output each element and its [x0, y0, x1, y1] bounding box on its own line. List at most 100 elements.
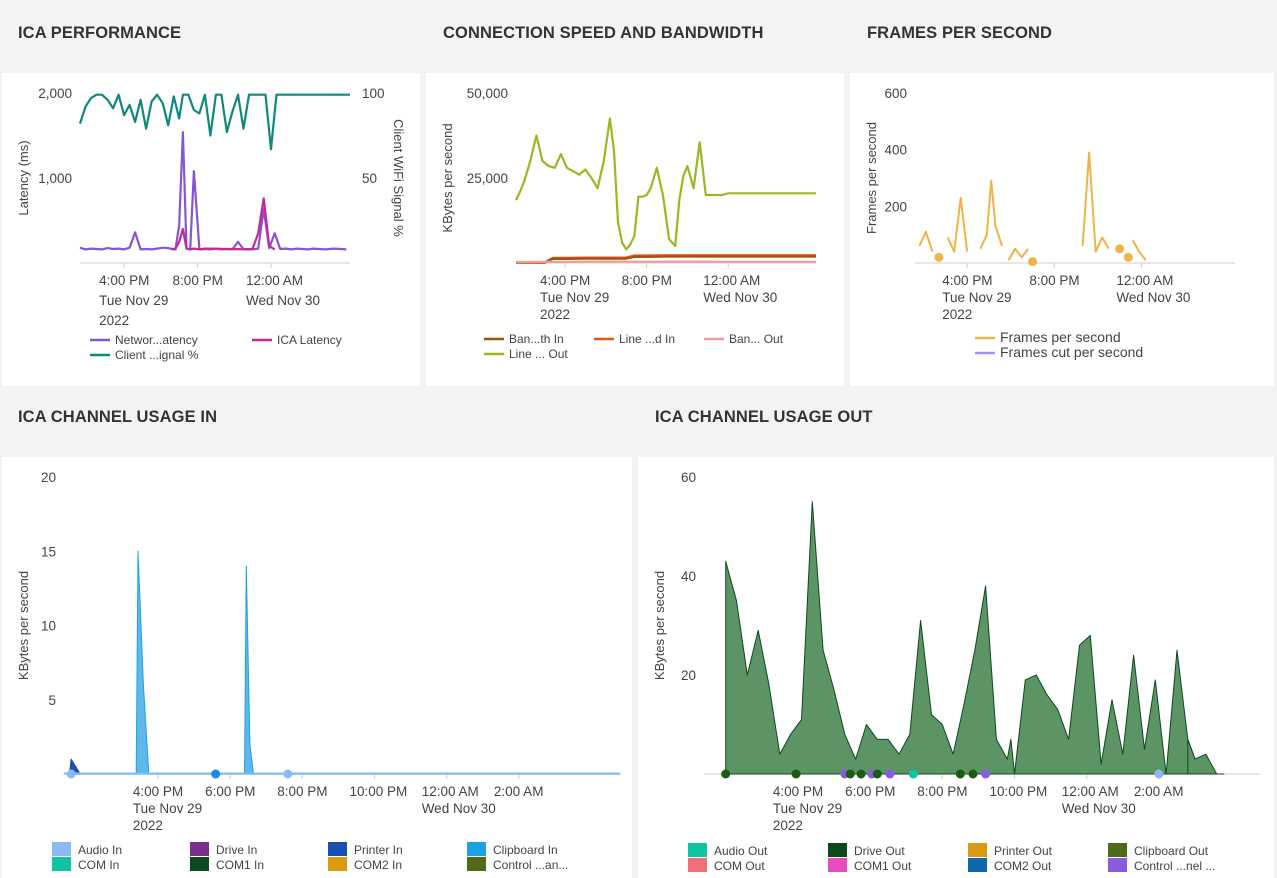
legend-item-frames-cut-per-second: Frames cut per second: [975, 344, 1143, 360]
data-point: [66, 769, 76, 779]
panel-title-connection-speed: CONNECTION SPEED AND BANDWIDTH: [443, 24, 764, 42]
panel-title-channel-in: ICA CHANNEL USAGE IN: [18, 408, 218, 426]
legend-label: Clipboard Out: [1134, 844, 1209, 858]
card-connection-speed: 25,000 50,000 KBytes per second 4:00 PM Tue …: [426, 73, 844, 386]
x-tick-label: 10:00 PM: [349, 784, 407, 799]
card-ica-performance: 1,000 2,000 50 100 Latency (ms) Client WiFi S…: [2, 73, 420, 386]
legend-swatch: [1108, 843, 1127, 857]
legend-item-ban-th-in: Ban...th In: [484, 332, 564, 346]
y-tick-label: 2,000: [38, 86, 72, 101]
series-frames-per-second-line: [979, 179, 1004, 250]
legend-swatch: [688, 858, 707, 872]
data-point: [856, 769, 866, 779]
card-fps: 200 400 600 Frames per second 4:00 PM Tue Nov…: [850, 73, 1274, 386]
series-frames-per-second-line: [918, 230, 934, 253]
series-frames-per-second-point: [1028, 257, 1038, 267]
x-tick-label: 12:00 AM: [246, 273, 303, 288]
legend-label: Printer In: [354, 843, 403, 857]
chart-channel-in: 5 10 15 20 KBytes per second 4:00 PM Tue Nov 2…: [16, 470, 621, 872]
legend-swatch: [828, 858, 847, 872]
legend-label: Printer Out: [994, 844, 1053, 858]
x-tick-label: Wed Nov 30: [246, 293, 320, 308]
legend-label: ICA Latency: [277, 333, 342, 347]
x-tick-label: Wed Nov 30: [703, 290, 777, 305]
legend-item-client-ignal: Client ...ignal %: [90, 348, 199, 362]
y-axis-title: Latency (ms): [16, 140, 31, 215]
series-line-out-line: [515, 117, 816, 251]
y-tick-label: 1,000: [38, 171, 72, 186]
x-tick-label: Wed Nov 30: [422, 801, 496, 816]
legend-item-clipboard-out: Clipboard Out: [1108, 843, 1209, 858]
legend-swatch: [52, 857, 71, 871]
series-frames-per-second-line: [1131, 239, 1147, 261]
legend-label: Audio In: [78, 843, 122, 857]
series-ban-th-in-line: [516, 255, 816, 264]
legend-swatch: [1108, 858, 1127, 872]
legend-swatch: [467, 842, 486, 856]
chart-ica-performance: 1,000 2,000 50 100 Latency (ms) Client WiFi S…: [16, 86, 406, 362]
x-tick-label: 10:00 PM: [989, 784, 1047, 799]
legend-label: COM2 Out: [994, 859, 1052, 873]
legend-item-frames-per-second: Frames per second: [975, 329, 1121, 345]
legend-item-com-out: COM Out: [688, 858, 765, 873]
chart-fps: 200 400 600 Frames per second 4:00 PM Tue Nov…: [864, 86, 1235, 360]
data-point: [1154, 769, 1164, 779]
legend-item-networ-atency: Networ...atency: [90, 333, 198, 347]
x-tick-label: 2022: [133, 818, 163, 833]
series-client-ignal-line: [78, 93, 350, 151]
y-tick-label: 25,000: [467, 171, 508, 186]
legend-swatch: [328, 842, 347, 856]
data-point: [872, 769, 882, 779]
legend-label: COM In: [78, 858, 119, 872]
series-networ-atency-line: [79, 130, 347, 251]
series-frames-per-second-point: [1115, 244, 1125, 254]
x-tick-label: Wed Nov 30: [1062, 801, 1136, 816]
chart-connection-speed: 25,000 50,000 KBytes per second 4:00 PM Tue …: [440, 86, 816, 361]
x-tick-label: 2022: [773, 818, 803, 833]
y-tick-label: 10: [41, 619, 56, 634]
y-axis-title: KBytes per second: [16, 571, 31, 680]
y-tick-label: 20: [41, 470, 56, 485]
x-tick-label: Tue Nov 29: [133, 801, 202, 816]
data-point: [885, 769, 895, 779]
y-axis-title: KBytes per second: [440, 123, 455, 232]
y-tick-label: 400: [884, 143, 907, 158]
legend-swatch: [328, 857, 347, 871]
legend-label: Client ...ignal %: [115, 348, 199, 362]
panel-title-fps: FRAMES PER SECOND: [867, 24, 1053, 42]
series-drive-out-area: [725, 501, 1015, 775]
series-frames-per-second-line: [1007, 247, 1029, 261]
x-tick-label: Tue Nov 29: [99, 293, 168, 308]
legend-label: COM1 Out: [854, 859, 912, 873]
y2-tick-label: 100: [362, 86, 385, 101]
series-frames-per-second-line: [1081, 151, 1110, 253]
legend-item-control-an: Control ...an...: [467, 857, 568, 872]
x-tick-label: Tue Nov 29: [540, 290, 609, 305]
y-tick-label: 60: [681, 470, 696, 485]
y-tick-label: 600: [884, 86, 907, 101]
panel-title-channel-out: ICA CHANNEL USAGE OUT: [655, 408, 873, 426]
legend-label: Control ...an...: [493, 858, 568, 872]
x-tick-label: Tue Nov 29: [942, 290, 1011, 305]
series-ica-latency-line: [171, 197, 276, 251]
x-tick-label: 8:00 PM: [917, 784, 967, 799]
x-tick-label: 4:00 PM: [99, 273, 149, 288]
legend-label: Clipboard In: [493, 843, 558, 857]
x-tick-label: 2022: [942, 307, 972, 322]
legend-label: Audio Out: [714, 844, 768, 858]
legend-item-drive-in: Drive In: [190, 842, 257, 857]
legend-item-ica-latency: ICA Latency: [252, 333, 342, 347]
legend-label: COM Out: [714, 859, 765, 873]
legend-label: Control ...nel ...: [1134, 859, 1215, 873]
x-tick-label: 12:00 AM: [703, 273, 760, 288]
legend-item-drive-out: Drive Out: [828, 843, 905, 858]
y-tick-label: 5: [48, 693, 56, 708]
legend-item-control-nel: Control ...nel ...: [1108, 858, 1215, 873]
data-point: [981, 769, 991, 779]
legend-item-com1-in: COM1 In: [190, 857, 264, 872]
legend-label: Networ...atency: [115, 333, 198, 347]
series-clipboard-in-area: [63, 550, 621, 775]
series-frames-per-second-point: [934, 252, 944, 262]
legend-label: Line ...d In: [619, 332, 675, 346]
legend-label: Frames cut per second: [1000, 344, 1143, 360]
